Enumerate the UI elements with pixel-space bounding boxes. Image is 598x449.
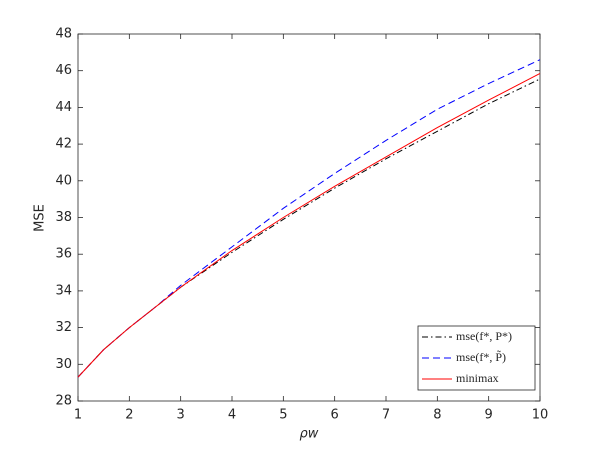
x-tick-label: 4 bbox=[228, 408, 236, 423]
y-tick-label: 36 bbox=[55, 247, 72, 262]
x-axis-label: ρw bbox=[300, 427, 319, 442]
legend-label: mse(f*, P*) bbox=[456, 329, 512, 343]
y-tick-label: 32 bbox=[55, 320, 72, 335]
series-line bbox=[77, 73, 541, 378]
x-tick-label: 9 bbox=[485, 408, 493, 423]
y-tick-label: 30 bbox=[55, 357, 72, 372]
y-tick-label: 48 bbox=[55, 27, 72, 42]
y-tick-label: 40 bbox=[55, 173, 72, 188]
x-tick-label: 5 bbox=[279, 408, 287, 423]
legend-label: minimax bbox=[456, 371, 499, 385]
x-tick-label: 1 bbox=[74, 408, 82, 423]
series-line bbox=[77, 59, 541, 378]
y-tick-label: 28 bbox=[55, 394, 72, 409]
y-tick-label: 42 bbox=[55, 137, 72, 152]
y-tick-label: 46 bbox=[55, 63, 72, 78]
x-tick-label: 10 bbox=[532, 408, 549, 423]
series-line bbox=[77, 78, 541, 378]
x-tick-label: 3 bbox=[177, 408, 185, 423]
y-tick-label: 38 bbox=[55, 210, 72, 225]
y-axis-label: MSE bbox=[33, 204, 48, 232]
x-tick-label: 6 bbox=[331, 408, 339, 423]
legend-label: mse(f*, P̃) bbox=[456, 349, 506, 363]
x-tick-label: 7 bbox=[382, 408, 390, 423]
x-tick-label: 8 bbox=[433, 408, 441, 423]
x-tick-label: 2 bbox=[125, 408, 133, 423]
y-tick-label: 44 bbox=[55, 100, 72, 115]
y-tick-label: 34 bbox=[55, 283, 72, 298]
